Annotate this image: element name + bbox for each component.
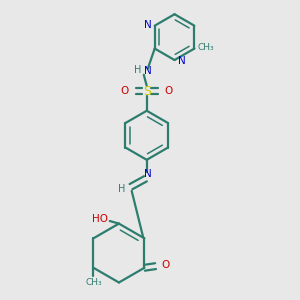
Text: S: S [143, 85, 151, 98]
Text: N: N [144, 67, 152, 76]
Text: N: N [143, 169, 151, 179]
Text: N: N [178, 56, 186, 66]
Text: O: O [165, 86, 173, 96]
Text: CH₃: CH₃ [197, 43, 214, 52]
Text: O: O [120, 86, 129, 96]
Text: HO: HO [92, 214, 108, 224]
Text: CH₃: CH₃ [85, 278, 102, 287]
Text: H: H [134, 65, 142, 76]
Text: H: H [118, 184, 126, 194]
Text: O: O [161, 260, 170, 271]
Text: N: N [144, 20, 152, 30]
